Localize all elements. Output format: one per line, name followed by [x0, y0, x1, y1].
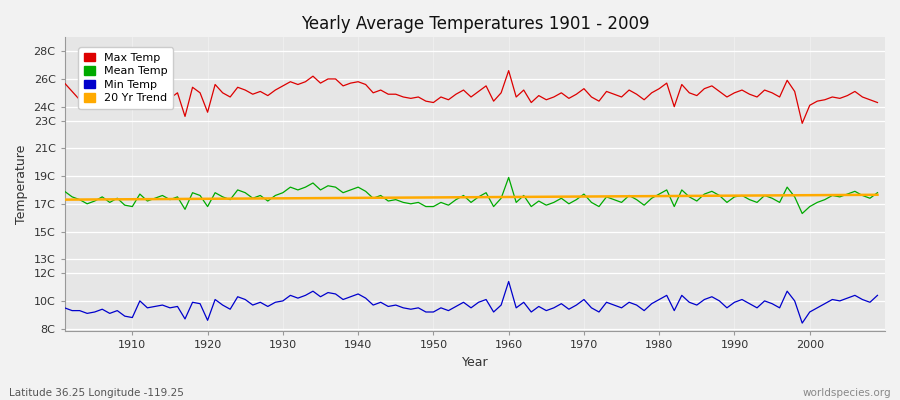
- Text: worldspecies.org: worldspecies.org: [803, 388, 891, 398]
- X-axis label: Year: Year: [462, 356, 488, 369]
- Legend: Max Temp, Mean Temp, Min Temp, 20 Yr Trend: Max Temp, Mean Temp, Min Temp, 20 Yr Tre…: [78, 47, 173, 109]
- Title: Yearly Average Temperatures 1901 - 2009: Yearly Average Temperatures 1901 - 2009: [301, 15, 649, 33]
- Y-axis label: Temperature: Temperature: [15, 145, 28, 224]
- Text: Latitude 36.25 Longitude -119.25: Latitude 36.25 Longitude -119.25: [9, 388, 184, 398]
